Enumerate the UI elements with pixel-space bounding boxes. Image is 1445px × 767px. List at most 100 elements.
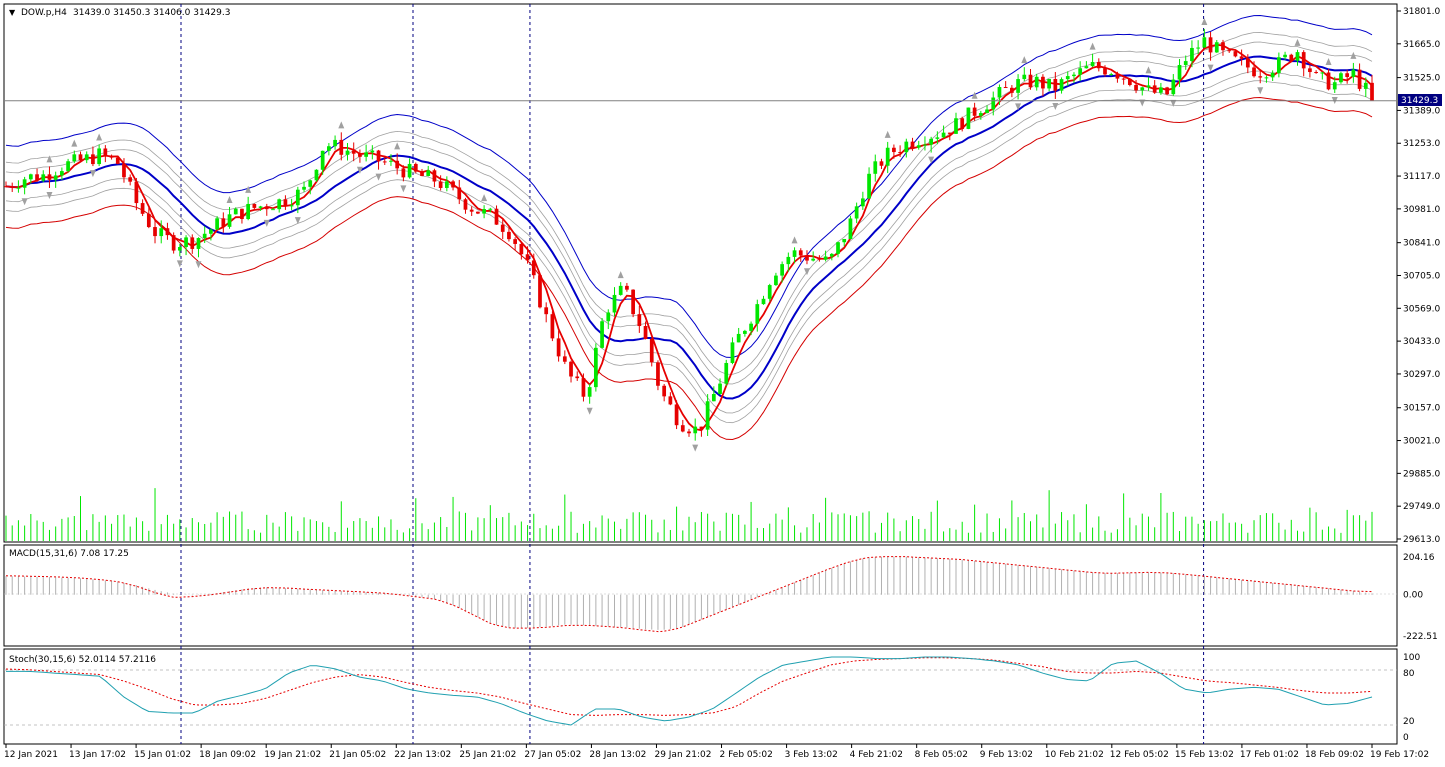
candle-body[interactable]: [612, 294, 617, 313]
candle-body[interactable]: [1165, 87, 1169, 95]
candle-body[interactable]: [867, 173, 871, 199]
candle-body[interactable]: [997, 87, 1002, 98]
candle-body[interactable]: [146, 213, 151, 228]
candle-body[interactable]: [1059, 79, 1064, 91]
candle-body[interactable]: [302, 186, 306, 190]
candle-body[interactable]: [755, 304, 760, 324]
candle-body[interactable]: [966, 107, 971, 129]
candle-body[interactable]: [823, 256, 828, 260]
candle-body[interactable]: [662, 385, 667, 397]
candle-body[interactable]: [469, 209, 474, 212]
candle-body[interactable]: [78, 154, 83, 161]
candle-body[interactable]: [233, 208, 238, 215]
candle-body[interactable]: [1121, 78, 1126, 80]
candle-body[interactable]: [854, 206, 859, 219]
candle-body[interactable]: [333, 139, 337, 147]
candle-body[interactable]: [544, 307, 549, 315]
candle-body[interactable]: [780, 264, 784, 276]
candle-body[interactable]: [438, 181, 443, 188]
candle-body[interactable]: [4, 186, 8, 188]
candle-body[interactable]: [1370, 82, 1374, 101]
candle-body[interactable]: [264, 206, 269, 210]
candle-body[interactable]: [327, 146, 331, 151]
candle-body[interactable]: [730, 342, 735, 363]
candle-body[interactable]: [190, 237, 195, 249]
candle-body[interactable]: [1127, 78, 1132, 85]
candle-body[interactable]: [395, 160, 400, 169]
candle-body[interactable]: [463, 199, 468, 210]
candle-body[interactable]: [1227, 50, 1232, 52]
candle-body[interactable]: [1332, 82, 1337, 90]
candle-body[interactable]: [370, 150, 375, 153]
candle-body[interactable]: [836, 242, 840, 254]
candle-body[interactable]: [1363, 82, 1368, 89]
candle-body[interactable]: [345, 150, 350, 155]
candle-body[interactable]: [339, 139, 344, 155]
candle-body[interactable]: [525, 254, 530, 261]
candle-body[interactable]: [1152, 85, 1157, 93]
candle-body[interactable]: [177, 247, 182, 251]
candle-body[interactable]: [376, 150, 381, 162]
candle-body[interactable]: [643, 326, 648, 339]
candle-body[interactable]: [1096, 62, 1101, 69]
candle-body[interactable]: [507, 231, 511, 240]
candle-body[interactable]: [1221, 42, 1225, 51]
candle-body[interactable]: [53, 175, 58, 180]
candle-body[interactable]: [798, 250, 803, 256]
candle-body[interactable]: [91, 154, 95, 165]
candle-body[interactable]: [910, 141, 915, 148]
candle-body[interactable]: [1016, 79, 1020, 93]
candle-body[interactable]: [109, 155, 114, 158]
candle-body[interactable]: [283, 199, 288, 207]
candle-body[interactable]: [420, 171, 424, 176]
candle-body[interactable]: [1190, 47, 1194, 62]
candle-body[interactable]: [72, 154, 77, 162]
candle-body[interactable]: [308, 180, 313, 187]
candle-body[interactable]: [929, 138, 934, 145]
candle-body[interactable]: [767, 285, 772, 299]
candle-body[interactable]: [1010, 87, 1014, 93]
candle-body[interactable]: [451, 181, 455, 188]
candle-body[interactable]: [550, 314, 555, 339]
candle-body[interactable]: [960, 118, 965, 129]
candle-body[interactable]: [295, 189, 300, 206]
candle-body[interactable]: [1041, 76, 1045, 89]
candle-body[interactable]: [10, 186, 15, 188]
candle-body[interactable]: [904, 141, 909, 153]
candle-body[interactable]: [991, 97, 996, 110]
candle-body[interactable]: [631, 289, 635, 315]
candle-body[interactable]: [1214, 42, 1219, 53]
candle-body[interactable]: [1065, 76, 1070, 80]
candle-body[interactable]: [1103, 68, 1107, 75]
candle-body[interactable]: [165, 228, 170, 236]
candle-body[interactable]: [1140, 87, 1145, 91]
candle-body[interactable]: [724, 362, 729, 384]
candle-body[interactable]: [923, 144, 927, 146]
candle-body[interactable]: [1047, 79, 1051, 89]
candle-body[interactable]: [600, 321, 604, 348]
candle-body[interactable]: [1258, 76, 1263, 78]
candle-body[interactable]: [252, 203, 257, 208]
candle-body[interactable]: [1245, 58, 1250, 68]
candle-body[interactable]: [1314, 72, 1318, 74]
candle-body[interactable]: [786, 256, 791, 265]
candle-body[interactable]: [1308, 68, 1312, 73]
candle-body[interactable]: [978, 113, 983, 116]
candle-body[interactable]: [358, 153, 362, 157]
candle-body[interactable]: [1357, 69, 1362, 89]
candle-body[interactable]: [1320, 72, 1325, 74]
candle-body[interactable]: [1109, 74, 1114, 76]
candle-body[interactable]: [879, 161, 884, 166]
candle-body[interactable]: [488, 208, 493, 210]
candle-body[interactable]: [351, 150, 356, 154]
candle-body[interactable]: [1084, 66, 1089, 69]
candle-body[interactable]: [743, 330, 747, 334]
candle-body[interactable]: [1264, 77, 1269, 79]
candle-body[interactable]: [581, 378, 586, 397]
candle-body[interactable]: [848, 218, 853, 239]
candle-body[interactable]: [1345, 73, 1350, 77]
candle-body[interactable]: [196, 238, 201, 249]
candle-body[interactable]: [128, 177, 133, 182]
candle-body[interactable]: [1028, 74, 1033, 88]
